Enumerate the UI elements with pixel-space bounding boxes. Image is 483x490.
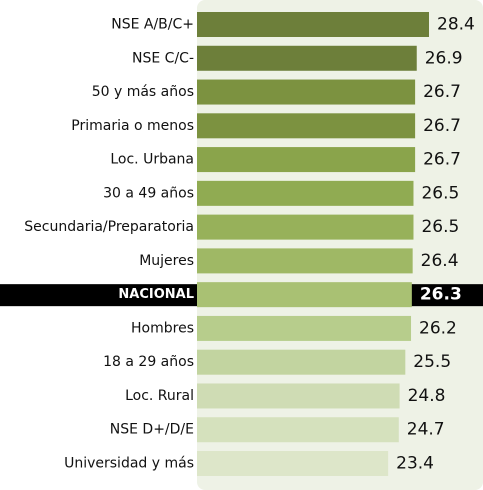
category-label: Loc. Urbana xyxy=(110,152,194,168)
category-label: Loc. Rural xyxy=(125,388,194,404)
value-label: 26.7 xyxy=(423,150,461,170)
bar xyxy=(197,79,416,105)
bar xyxy=(197,315,412,341)
bar xyxy=(197,147,416,173)
value-label: 26.2 xyxy=(419,318,457,338)
bar xyxy=(197,282,412,308)
value-label: 26.5 xyxy=(421,183,459,203)
category-label: 30 a 49 años xyxy=(103,185,194,201)
bar xyxy=(197,451,389,477)
value-label: 26.3 xyxy=(420,285,462,305)
bar xyxy=(197,248,413,274)
category-label: NACIONAL xyxy=(118,287,194,302)
value-label: 26.7 xyxy=(423,116,461,136)
category-label: Hombres xyxy=(131,320,194,336)
category-label: NSE A/B/C+ xyxy=(111,17,194,33)
chart-rows: NSE A/B/C+ 28.4 NSE C/C- 26.9 50 y más años 2… xyxy=(0,12,483,477)
chart-background-panel xyxy=(197,0,483,490)
value-label: 25.5 xyxy=(413,352,451,372)
bar xyxy=(197,113,416,139)
category-label: Secundaria/Preparatoria xyxy=(24,219,194,235)
bar xyxy=(197,417,399,443)
value-label: 23.4 xyxy=(396,454,434,474)
bar xyxy=(197,12,429,37)
value-label: 26.7 xyxy=(423,82,461,102)
value-label: 28.4 xyxy=(437,15,475,35)
value-label: 24.8 xyxy=(408,386,446,406)
value-label: 24.7 xyxy=(407,420,445,440)
category-label: NSE D+/D/E xyxy=(110,422,194,438)
category-label: 18 a 29 años xyxy=(103,354,194,370)
bar xyxy=(197,383,400,409)
value-label: 26.5 xyxy=(421,217,459,237)
bar xyxy=(197,214,414,240)
bar xyxy=(197,45,417,71)
category-label: NSE C/C- xyxy=(132,50,194,66)
category-label: Primaria o menos xyxy=(71,118,194,134)
value-label: 26.4 xyxy=(421,251,459,271)
category-label: 50 y más años xyxy=(92,84,194,100)
category-label: Mujeres xyxy=(139,253,194,269)
category-label: Universidad y más xyxy=(64,456,194,472)
bar xyxy=(197,349,406,375)
bar xyxy=(197,180,414,206)
value-label: 26.9 xyxy=(425,48,463,68)
